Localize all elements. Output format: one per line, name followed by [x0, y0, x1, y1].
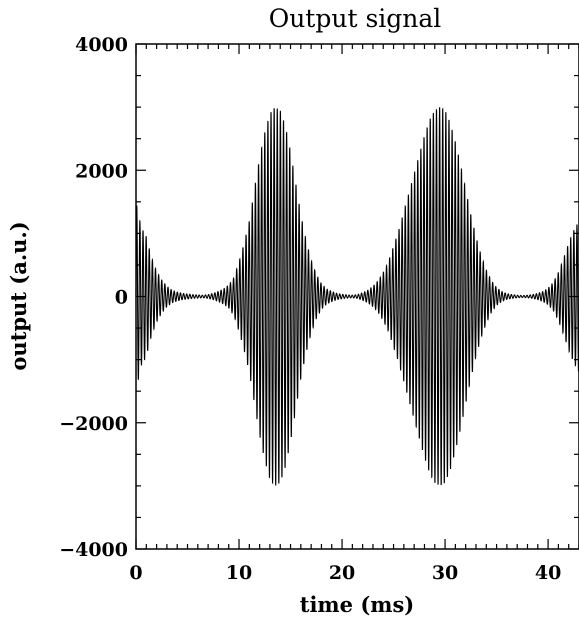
x-tick-label: 0 — [129, 562, 142, 584]
signal-series-line — [135, 107, 579, 486]
y-axis-label: output (a.u.) — [6, 221, 31, 370]
x-tick-label: 30 — [432, 562, 458, 584]
x-tick-label: 40 — [535, 562, 561, 584]
tick-labels: 0 10 20 30 40 −4000 −2000 0 2000 4000 — [59, 34, 561, 584]
y-tick-label: −4000 — [59, 539, 128, 561]
y-tick-label: −2000 — [59, 413, 128, 435]
x-tick-label: 10 — [226, 562, 252, 584]
y-tick-label: 2000 — [75, 160, 128, 182]
signal-layer — [135, 107, 579, 486]
y-tick-label: 4000 — [75, 34, 128, 56]
y-tick-label: 0 — [115, 287, 128, 309]
ticks-layer — [135, 43, 579, 550]
x-tick-label: 20 — [329, 562, 355, 584]
chart-title: Output signal — [269, 4, 442, 33]
x-axis-label: time (ms) — [300, 592, 415, 617]
